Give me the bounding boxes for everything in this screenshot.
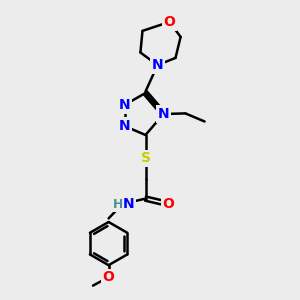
Text: O: O xyxy=(103,270,115,284)
Text: S: S xyxy=(140,152,151,165)
Text: O: O xyxy=(163,197,175,211)
Text: N: N xyxy=(123,197,135,211)
Text: N: N xyxy=(152,58,163,72)
Text: N: N xyxy=(119,98,130,112)
Text: N: N xyxy=(158,107,169,121)
Text: O: O xyxy=(164,15,175,29)
Text: H: H xyxy=(113,197,123,211)
Text: N: N xyxy=(119,119,130,133)
